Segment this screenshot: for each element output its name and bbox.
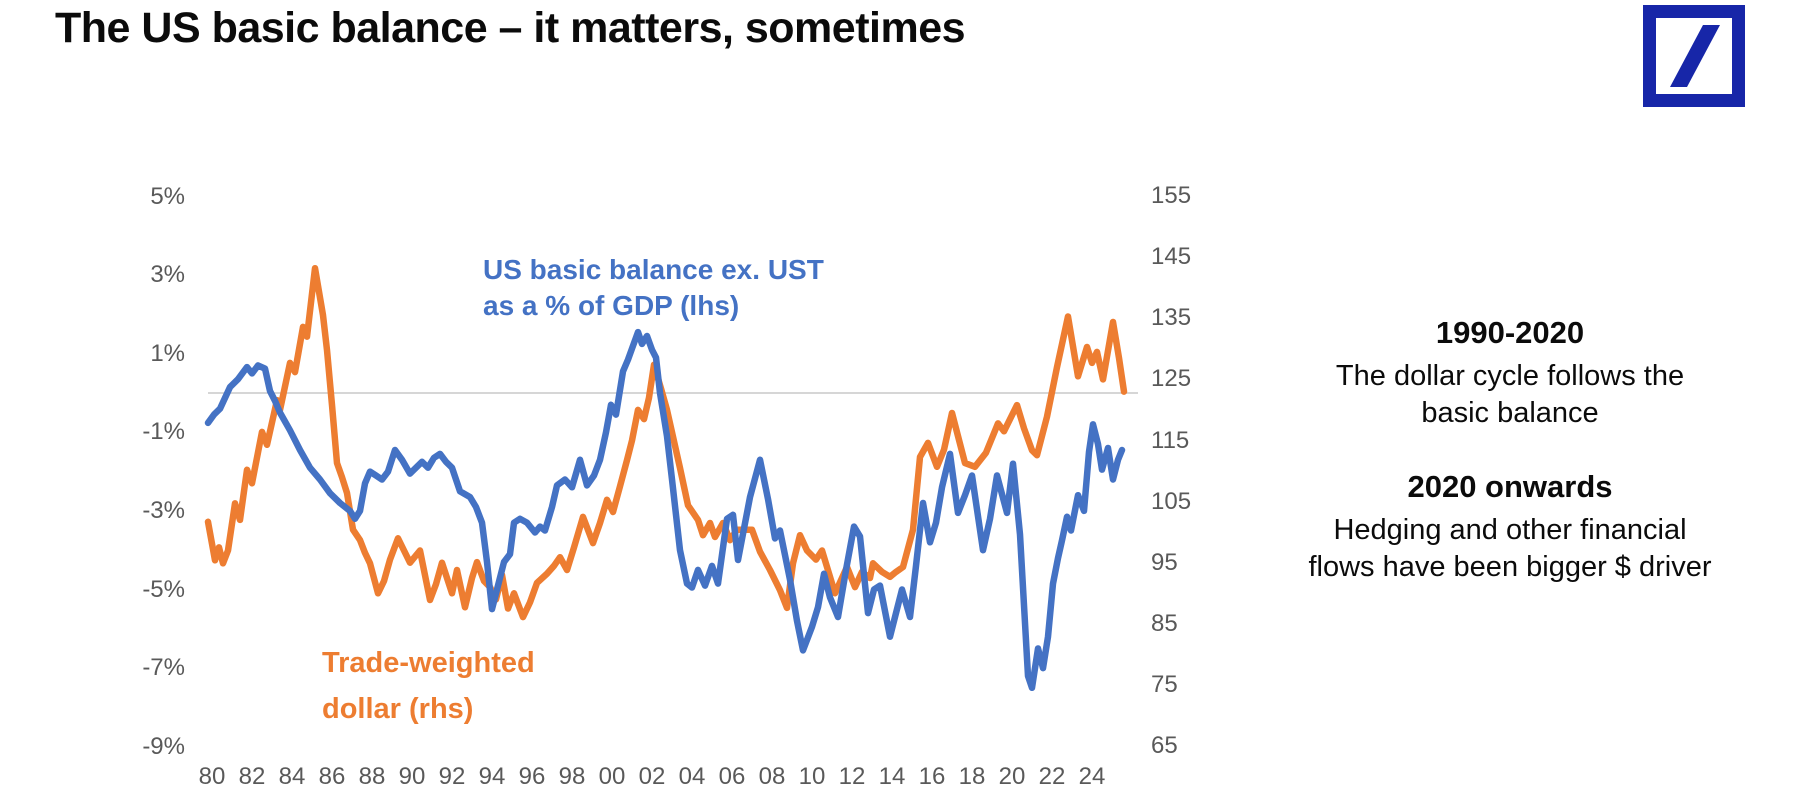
x-axis-tick: 90 [398,763,426,790]
x-axis-tick: 08 [758,763,786,790]
y-axis-left-tick: -3% [142,496,185,524]
series-label-trade-weighted-dollar-line1: Trade-weighted [322,647,535,679]
y-axis-right-tick: 145 [1151,243,1192,271]
series-label-trade-weighted-dollar: Trade-weighted dollar (rhs) [322,640,535,732]
y-axis-right-tick: 105 [1151,487,1192,515]
x-axis-tick: 84 [278,763,306,790]
annotation-1990-2020: 1990-2020 The dollar cycle follows the b… [1245,314,1775,432]
y-axis-left-tick: -9% [142,732,185,760]
x-axis-tick: 96 [518,763,546,790]
x-axis-tick: 20 [998,763,1026,790]
y-axis-right-tick: 65 [1151,732,1178,759]
y-axis-left-tick: 3% [150,261,185,289]
y-axis-left-tick: -7% [142,654,185,682]
y-axis-right-tick: 125 [1151,365,1192,393]
series-label-basic-balance: US basic balance ex. UST as a % of GDP (… [483,252,824,324]
x-axis-tick: 14 [878,763,906,790]
y-axis-right-tick: 155 [1151,182,1192,210]
x-axis-tick: 88 [358,763,386,790]
y-axis-right-tick: 75 [1151,670,1178,698]
basic-balance-line [204,328,1126,692]
deutsche-bank-logo [1643,5,1745,107]
y-axis-right-tick: 85 [1151,609,1178,637]
x-axis-tick: 24 [1078,763,1106,790]
x-axis-tick: 82 [238,763,266,790]
y-axis-left-tick: -5% [142,575,185,603]
y-axis-left-tick: 5% [150,182,185,210]
y-axis-left-tick: 1% [150,339,185,367]
y-axis-left-tick: -1% [142,418,185,446]
x-axis-tick: 10 [798,763,826,790]
x-axis-tick: 94 [478,763,506,790]
x-axis-tick: 18 [958,763,986,790]
series-label-basic-balance-line2: as a % of GDP (lhs) [483,290,740,321]
page-title: The US basic balance – it matters, somet… [55,4,966,52]
x-axis-tick: 16 [918,763,946,790]
y-axis-right-tick: 135 [1151,304,1192,332]
x-axis-tick: 86 [318,763,346,790]
x-axis-tick: 02 [638,763,666,790]
series-label-basic-balance-line1: US basic balance ex. UST [483,254,824,285]
annotation-1990-2020-body: The dollar cycle follows the basic balan… [1335,360,1685,429]
x-axis-tick: 04 [678,763,706,790]
x-axis-tick: 92 [438,763,466,790]
y-axis-right-tick: 115 [1151,426,1190,454]
x-axis-tick: 00 [598,763,626,790]
x-axis-tick: 22 [1038,763,1066,790]
deutsche-bank-logo-icon [1643,5,1745,107]
annotation-2020-onwards-body: Hedging and other financial flows have b… [1308,514,1712,583]
annotation-1990-2020-heading: 1990-2020 [1435,315,1585,350]
x-axis-tick: 12 [838,763,866,790]
x-axis-tick: 80 [198,763,226,790]
y-axis-right-tick: 95 [1151,548,1178,576]
x-axis-tick: 98 [558,763,586,790]
annotation-2020-onwards-heading: 2020 onwards [1407,469,1613,504]
annotation-2020-onwards: 2020 onwards Hedging and other financial… [1245,468,1775,586]
series-label-trade-weighted-dollar-line2: dollar (rhs) [322,693,474,725]
x-axis-tick: 06 [718,763,746,790]
